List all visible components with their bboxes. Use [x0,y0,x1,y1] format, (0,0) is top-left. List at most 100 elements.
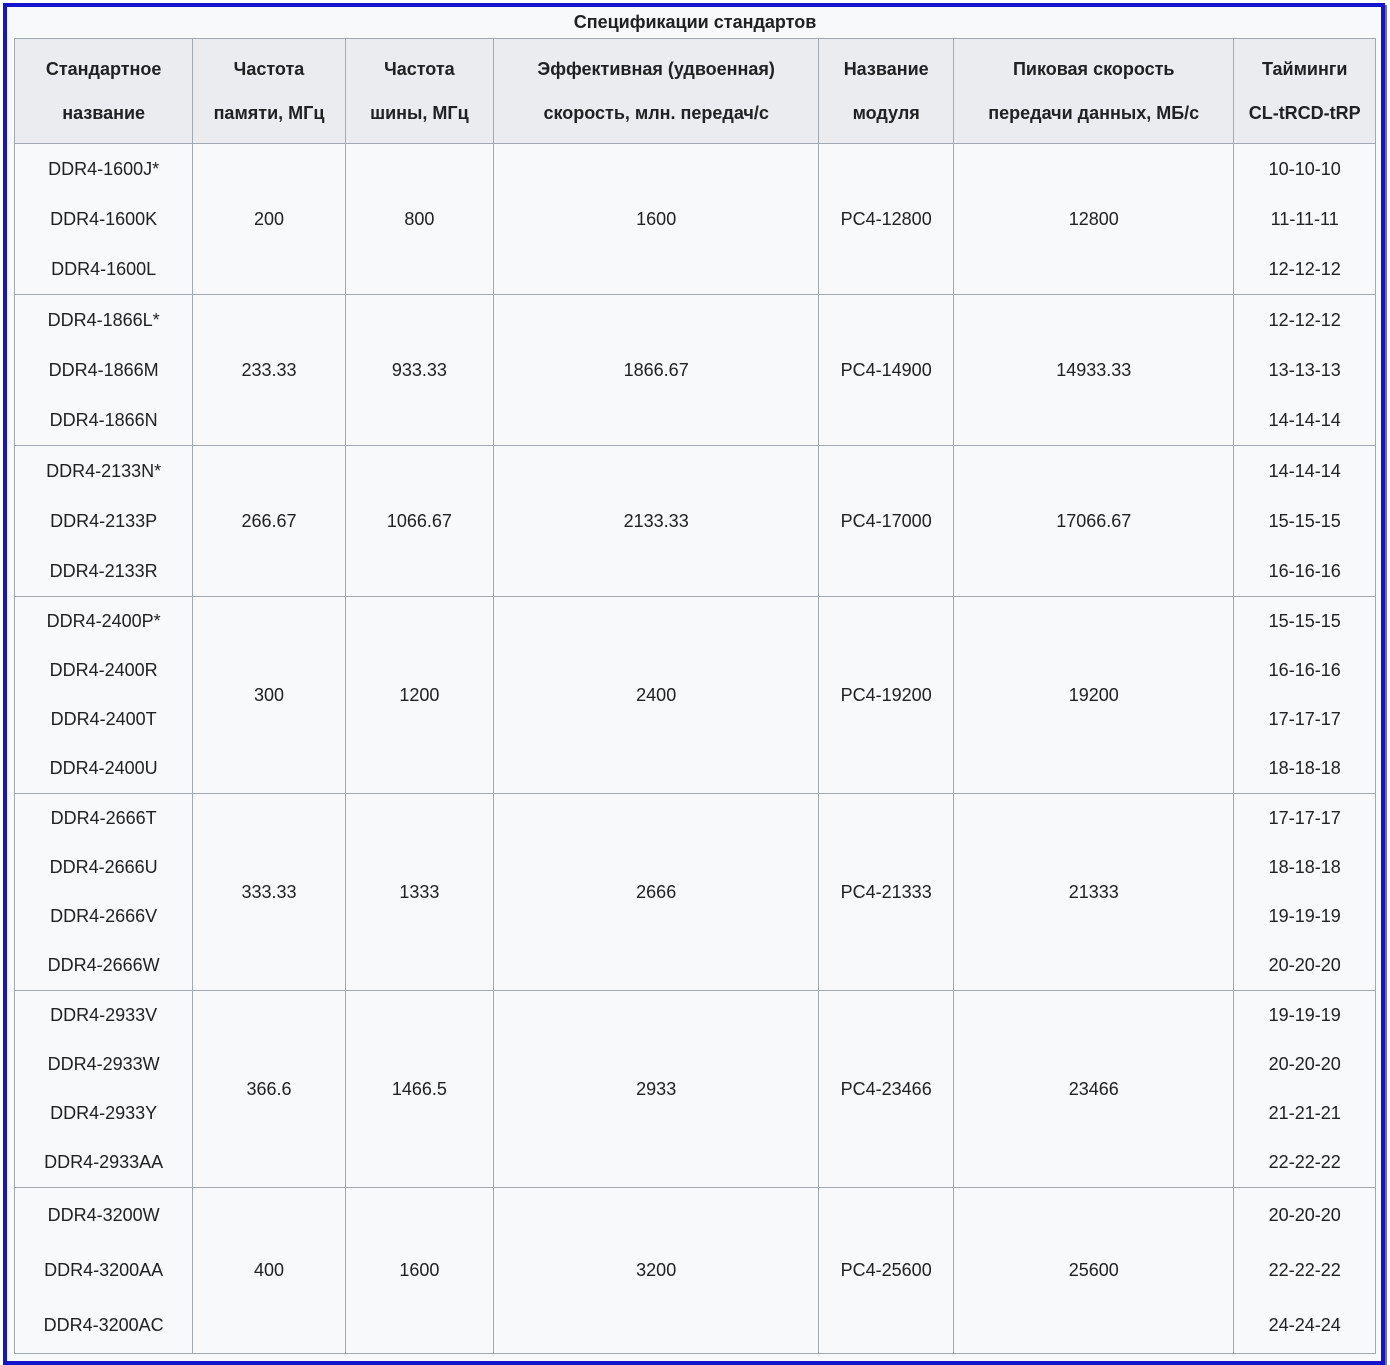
effective-rate-cell: 3200 [493,1187,820,1354]
standard-name: DDR4-2933AA [44,1152,164,1172]
table-row-ddr4-3200: DDR4-3200W DDR4-3200AA DDR4-3200AC 400 1… [13,1187,1376,1354]
timing-value: 12-12-12 [1268,310,1341,330]
standard-names-cell: DDR4-1600J* DDR4-1600K DDR4-1600L [13,143,194,295]
peak-speed-cell: 25600 [953,1187,1235,1354]
timing-value: 18-18-18 [1268,758,1341,778]
memory-frequency-cell: 200 [192,143,346,295]
standard-name: DDR4-3200AC [43,1315,164,1335]
header-line: Тайминги [1261,59,1348,79]
peak-speed-cell: 14933.33 [953,294,1235,446]
header-line: Частота [233,59,305,79]
standard-names-cell: DDR4-2666T DDR4-2666U DDR4-2666V DDR4-26… [13,793,194,991]
standard-name: DDR4-2666W [47,955,160,975]
module-name-cell: PC4-23466 [818,990,955,1188]
timing-value: 13-13-13 [1268,360,1341,380]
memory-frequency-cell: 266.67 [192,445,346,597]
table-row-ddr4-2400: DDR4-2400P* DDR4-2400R DDR4-2400T DDR4-2… [13,596,1376,794]
module-name-cell: PC4-25600 [818,1187,955,1354]
standard-name: DDR4-2133P [50,511,158,531]
table-row-ddr4-2133: DDR4-2133N* DDR4-2133P DDR4-2133R 266.67… [13,445,1376,597]
module-name-cell: PC4-19200 [818,596,955,794]
memory-frequency-cell: 300 [192,596,346,794]
header-line: модуля [852,103,920,123]
standard-name: DDR4-1600K [50,209,158,229]
module-name-cell: PC4-17000 [818,445,955,597]
timing-value: 16-16-16 [1268,660,1341,680]
bus-frequency-cell: 1600 [344,1187,495,1354]
timing-value: 21-21-21 [1268,1103,1341,1123]
memory-frequency-cell: 233.33 [192,294,346,446]
header-line: Эффективная (удвоенная) [537,59,775,79]
timings-cell: 15-15-15 16-16-16 17-17-17 18-18-18 [1233,596,1376,794]
standard-name: DDR4-2400P* [46,611,161,631]
col-header-bus-frequency: Частота шины, МГц [344,38,495,144]
effective-rate-cell: 2933 [493,990,820,1188]
module-name-cell: PC4-21333 [818,793,955,991]
effective-rate-cell: 2400 [493,596,820,794]
timing-value: 19-19-19 [1268,906,1341,926]
header-line: Частота [384,59,455,79]
standard-name: DDR4-2666U [49,857,158,877]
ddr4-specs-table: Стандартное название Частота памяти, МГц… [13,38,1376,1354]
memory-frequency-cell: 400 [192,1187,346,1354]
timings-cell: 20-20-20 22-22-22 24-24-24 [1233,1187,1376,1354]
standard-name: DDR4-3200W [47,1205,160,1225]
standard-name: DDR4-2933W [47,1054,160,1074]
timing-value: 17-17-17 [1268,808,1341,828]
bus-frequency-cell: 1466.5 [344,990,495,1188]
bus-frequency-cell: 1066.67 [344,445,495,597]
standard-names-cell: DDR4-3200W DDR4-3200AA DDR4-3200AC [13,1187,194,1354]
standard-names-cell: DDR4-1866L* DDR4-1866M DDR4-1866N [13,294,194,446]
module-name-cell: PC4-14900 [818,294,955,446]
table-row-ddr4-1600: DDR4-1600J* DDR4-1600K DDR4-1600L 200 80… [13,143,1376,295]
table-row-ddr4-1866: DDR4-1866L* DDR4-1866M DDR4-1866N 233.33… [13,294,1376,446]
timing-value: 22-22-22 [1268,1260,1341,1280]
standard-name: DDR4-3200AA [44,1260,164,1280]
timing-value: 16-16-16 [1268,561,1341,581]
col-header-memory-frequency: Частота памяти, МГц [192,38,346,144]
header-line: памяти, МГц [213,103,325,123]
header-row: Стандартное название Частота памяти, МГц… [13,38,1376,144]
memory-frequency-cell: 366.6 [192,990,346,1188]
effective-rate-cell: 2133.33 [493,445,820,597]
standard-name: DDR4-1866N [49,410,158,430]
header-line: передачи данных, МБ/с [988,103,1200,123]
standard-name: DDR4-2933Y [50,1103,158,1123]
standard-name: DDR4-2400R [49,660,158,680]
standard-name: DDR4-2933V [50,1005,158,1025]
standard-name: DDR4-2666T [50,808,157,828]
standard-name: DDR4-2666V [50,906,158,926]
timing-value: 15-15-15 [1268,611,1341,631]
timing-value: 20-20-20 [1268,1205,1341,1225]
bus-frequency-cell: 1333 [344,793,495,991]
peak-speed-cell: 19200 [953,596,1235,794]
table-row-ddr4-2933: DDR4-2933V DDR4-2933W DDR4-2933Y DDR4-29… [13,990,1376,1188]
effective-rate-cell: 2666 [493,793,820,991]
standard-name: DDR4-2133N* [46,461,162,481]
module-name-cell: PC4-12800 [818,143,955,295]
standard-name: DDR4-1600J* [48,159,160,179]
timings-cell: 17-17-17 18-18-18 19-19-19 20-20-20 [1233,793,1376,991]
header-line: Пиковая скорость [1012,59,1175,79]
table-title: Спецификации стандартов [573,12,817,32]
peak-speed-cell: 23466 [953,990,1235,1188]
timing-value: 10-10-10 [1268,159,1341,179]
standard-names-cell: DDR4-2133N* DDR4-2133P DDR4-2133R [13,445,194,597]
peak-speed-cell: 17066.67 [953,445,1235,597]
standard-name: DDR4-1866L* [47,310,160,330]
header-line: Стандартное [45,59,162,79]
standard-name: DDR4-1866M [48,360,159,380]
standard-name: DDR4-2400U [49,758,158,778]
bus-frequency-cell: 800 [344,143,495,295]
col-header-standard-name: Стандартное название [13,38,194,144]
effective-rate-cell: 1600 [493,143,820,295]
effective-rate-cell: 1866.67 [493,294,820,446]
standard-name: DDR4-2400T [50,709,157,729]
timing-value: 22-22-22 [1268,1152,1341,1172]
header-line: название [62,103,146,123]
header-line: скорость, млн. передач/с [543,103,769,123]
timing-value: 15-15-15 [1268,511,1341,531]
timings-cell: 14-14-14 15-15-15 16-16-16 [1233,445,1376,597]
timings-cell: 10-10-10 11-11-11 12-12-12 [1233,143,1376,295]
col-header-peak-speed: Пиковая скорость передачи данных, МБ/с [953,38,1235,144]
